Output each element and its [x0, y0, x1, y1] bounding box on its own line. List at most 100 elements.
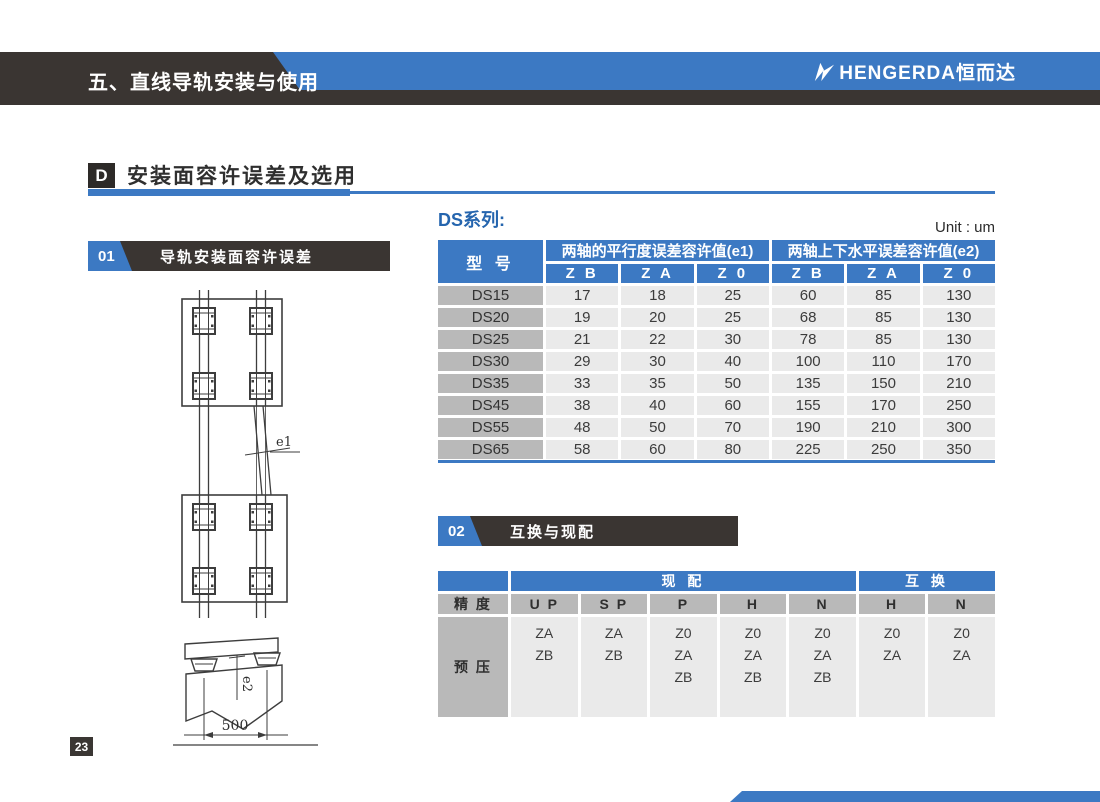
value-cell: 30 — [696, 330, 769, 349]
value-cell: 58 — [546, 440, 619, 459]
tolerance-table-underline — [438, 460, 995, 463]
blank-corner-cell — [438, 571, 508, 591]
precision-header: 精 度 — [438, 594, 508, 614]
model-cell: DS20 — [438, 308, 543, 327]
model-cell: DS25 — [438, 330, 543, 349]
chapter-header-bar: 五、直线导轨安装与使用 HENGERDA恒而达 — [0, 52, 1100, 105]
value-cell: 130 — [922, 308, 995, 327]
preload-options-cell: Z0 ZA — [928, 617, 995, 717]
unit-label: Unit : um — [934, 219, 995, 236]
value-cell: 17 — [546, 286, 619, 305]
value-cell: 25 — [696, 286, 769, 305]
interchange-group-header: 互 换 — [858, 571, 995, 591]
column-header: H — [719, 594, 787, 614]
model-cell: DS35 — [438, 374, 543, 393]
tolerance-table-row: DS55 48 50 70 190 210 300 — [438, 418, 995, 437]
group2-header: 两轴上下水平误差容许值(e2) — [771, 240, 995, 261]
tolerance-table-row: DS25 21 22 30 78 85 130 — [438, 330, 995, 349]
model-cell: DS65 — [438, 440, 543, 459]
tolerance-table-sub-header-row: Z B Z A Z 0 Z B Z A Z 0 — [438, 264, 995, 283]
brand-logo-icon — [813, 61, 835, 83]
value-cell: 60 — [696, 396, 769, 415]
tolerance-table-row: DS20 19 20 25 68 85 130 — [438, 308, 995, 327]
match-group-header: 现 配 — [511, 571, 856, 591]
e1-label: e1 — [276, 435, 292, 450]
dimension-500-label: 500 — [222, 718, 249, 734]
value-cell: 300 — [922, 418, 995, 437]
preload-option: ZA — [674, 647, 693, 663]
value-cell: 130 — [922, 286, 995, 305]
preload-options-cell: Z0 ZA ZB — [789, 617, 856, 717]
column-header: H — [858, 594, 926, 614]
value-cell: 38 — [546, 396, 619, 415]
sub-header: Z 0 — [922, 264, 995, 283]
value-cell: 21 — [546, 330, 619, 349]
sub-header: Z A — [621, 264, 694, 283]
value-cell: 68 — [771, 308, 845, 327]
value-cell: 210 — [847, 418, 920, 437]
value-cell: 60 — [621, 440, 694, 459]
preload-option: ZA — [883, 647, 902, 663]
model-cell: DS30 — [438, 352, 543, 371]
preload-options-cell: ZA ZB — [511, 617, 578, 717]
preload-option: ZA — [604, 625, 623, 641]
cross-section-view — [184, 637, 283, 730]
value-cell: 22 — [621, 330, 694, 349]
model-cell: DS15 — [438, 286, 543, 305]
block-01-title: 导轨安装面容许误差 — [160, 248, 314, 266]
header-blue-ribbon — [273, 52, 1100, 90]
model-column-header: 型 号 — [438, 240, 543, 283]
value-cell: 60 — [771, 286, 845, 305]
tolerance-table-row: DS30 29 30 40 100 110 170 — [438, 352, 995, 371]
preload-option: ZA — [535, 625, 554, 641]
tolerance-table-row: DS45 38 40 60 155 170 250 — [438, 396, 995, 415]
brand-logo-text: HENGERDA恒而达 — [839, 63, 1016, 84]
preload-option: Z0 — [744, 625, 762, 641]
group1-header: 两轴的平行度误差容许值(e1) — [546, 240, 769, 261]
preload-options-cell: Z0 ZA ZB — [650, 617, 717, 717]
block-02-number: 02 — [438, 516, 482, 546]
value-cell: 150 — [847, 374, 920, 393]
mounting-plate-top — [181, 298, 283, 407]
brand-logo: HENGERDA恒而达 — [813, 58, 1016, 85]
preload-option: ZB — [674, 669, 693, 685]
preload-option: ZA — [744, 647, 762, 663]
preload-option: Z0 — [814, 625, 831, 641]
value-cell: 170 — [922, 352, 995, 371]
model-cell: DS45 — [438, 396, 543, 415]
preload-row: 预 压 ZA ZB ZA ZB Z0 ZA ZB Z0 ZA ZB Z0 ZA ZB Z0 ZA Z0 ZA — [438, 617, 995, 717]
interchange-group-header-row: 现 配 互 换 — [438, 571, 995, 591]
preload-option: Z0 — [675, 625, 692, 641]
preload-option: ZB — [744, 669, 762, 685]
value-cell: 70 — [696, 418, 769, 437]
preload-option: ZB — [604, 647, 623, 663]
column-header: U P — [511, 594, 578, 614]
value-cell: 110 — [847, 352, 920, 371]
interchange-column-header-row: 精 度 U P S P P H N H N — [438, 594, 995, 614]
value-cell: 190 — [771, 418, 845, 437]
preload-option: ZB — [813, 669, 832, 685]
tolerance-table-group-header-row: 型 号 两轴的平行度误差容许值(e1) 两轴上下水平误差容许值(e2) — [438, 240, 995, 283]
value-cell: 25 — [696, 308, 769, 327]
value-cell: 20 — [621, 308, 694, 327]
preload-options-cell: ZA ZB — [580, 617, 648, 717]
value-cell: 78 — [771, 330, 845, 349]
value-cell: 80 — [696, 440, 769, 459]
column-header: N — [789, 594, 856, 614]
series-label: DS系列: — [438, 210, 505, 230]
value-cell: 50 — [696, 374, 769, 393]
dimension-500 — [173, 670, 318, 746]
section-title: 安装面容许误差及选用 — [127, 165, 357, 188]
value-cell: 250 — [922, 396, 995, 415]
preload-header: 预 压 — [438, 617, 508, 717]
value-cell: 48 — [546, 418, 619, 437]
value-cell: 130 — [922, 330, 995, 349]
rail-tolerance-diagram: e1 e2 500 — [173, 290, 318, 746]
preload-option: Z0 — [883, 625, 901, 641]
value-cell: 100 — [771, 352, 845, 371]
e1-annotation: e1 — [244, 435, 300, 456]
model-cell: DS55 — [438, 418, 543, 437]
tolerance-table: 型 号 两轴的平行度误差容许值(e1) 两轴上下水平误差容许值(e2) Z B … — [435, 237, 998, 462]
value-cell: 350 — [922, 440, 995, 459]
sub-header: Z 0 — [696, 264, 769, 283]
